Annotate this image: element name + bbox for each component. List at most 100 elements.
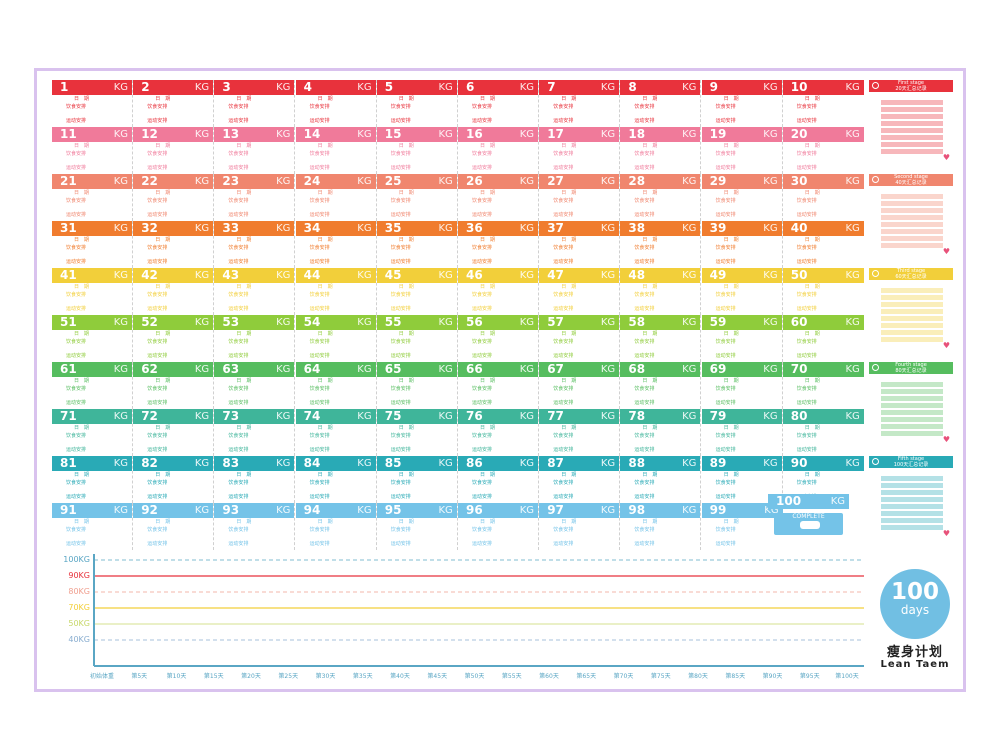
day-cell[interactable]: 25 KG 日 期饮食安排 运动安排 xyxy=(376,174,458,221)
day-cell[interactable]: 96 KG 日 期饮食安排 运动安排 xyxy=(458,503,539,550)
day-cell[interactable]: 67 KG 日 期饮食安排 运动安排 xyxy=(539,362,621,409)
day-cell[interactable]: 41 KG 日 期饮食安排 运动安排 xyxy=(52,268,133,315)
day-cell[interactable]: 70 KG 日 期饮食安排 运动安排 xyxy=(782,362,864,409)
day-cell[interactable]: 97 KG 日 期饮食安排 运动安排 xyxy=(539,503,621,550)
day-cell[interactable]: 1 KG 日 期饮食安排 运动安排 xyxy=(52,80,133,127)
day-cell[interactable]: 32 KG 日 期饮食安排 运动安排 xyxy=(133,221,215,268)
day-cell[interactable]: 26 KG 日 期饮食安排 运动安排 xyxy=(458,174,539,221)
day-cell[interactable]: 98 KG 日 期饮食安排 运动安排 xyxy=(620,503,702,550)
day-cell[interactable]: 30 KG 日 期饮食安排 运动安排 xyxy=(782,174,864,221)
day-cell[interactable]: 71 KG 日 期饮食安排 运动安排 xyxy=(52,409,133,456)
day-cell[interactable]: 21 KG 日 期饮食安排 运动安排 xyxy=(52,174,133,221)
day-cell[interactable]: 15 KG 日 期饮食安排 运动安排 xyxy=(376,127,458,174)
day-cell[interactable]: 19 KG 日 期饮食安排 运动安排 xyxy=(701,127,783,174)
day-cell[interactable]: 93 KG 日 期饮食安排 运动安排 xyxy=(214,503,296,550)
day-cell[interactable]: 65 KG 日 期饮食安排 运动安排 xyxy=(376,362,458,409)
day-cell[interactable]: 17 KG 日 期饮食安排 运动安排 xyxy=(539,127,621,174)
day-cell[interactable]: 78 KG 日 期饮食安排 运动安排 xyxy=(620,409,702,456)
day-cell[interactable]: 89 KG 日 期饮食安排 运动安排 xyxy=(701,456,783,503)
weight-chart: 100KG 90KG 80KG 70KG 50KG 40KG 初始体重 第5天 第10天 第15天… xyxy=(52,554,864,684)
day-cell[interactable]: 50 KG 日 期饮食安排 运动安排 xyxy=(782,268,864,315)
day-cell[interactable]: 43 KG 日 期饮食安排 运动安排 xyxy=(214,268,296,315)
day-cell[interactable]: 13 KG 日 期饮食安排 运动安排 xyxy=(214,127,296,174)
day-cell[interactable]: 83 KG 日 期饮食安排 运动安排 xyxy=(214,456,296,503)
day-cell[interactable]: 3 KG 日 期饮食安排 运动安排 xyxy=(214,80,296,127)
day-cell[interactable]: 20 KG 日 期饮食安排 运动安排 xyxy=(782,127,864,174)
day-cell[interactable]: 28 KG 日 期饮食安排 运动安排 xyxy=(620,174,702,221)
day-cell[interactable]: 92 KG 日 期饮食安排 运动安排 xyxy=(133,503,215,550)
day-cell[interactable]: 54 KG 日 期饮食安排 运动安排 xyxy=(295,315,377,362)
complete-input[interactable] xyxy=(800,521,820,529)
day-cell[interactable]: 4 KG 日 期饮食安排 运动安排 xyxy=(295,80,377,127)
day-cell[interactable]: 62 KG 日 期饮食安排 运动安排 xyxy=(133,362,215,409)
day-cell[interactable]: 14 KG 日 期饮食安排 运动安排 xyxy=(295,127,377,174)
day-cell[interactable]: 66 KG 日 期饮食安排 运动安排 xyxy=(458,362,539,409)
day-cell[interactable]: 69 KG 日 期饮食安排 运动安排 xyxy=(701,362,783,409)
day-cell[interactable]: 48 KG 日 期饮食安排 运动安排 xyxy=(620,268,702,315)
day-cell[interactable]: 84 KG 日 期饮食安排 运动安排 xyxy=(295,456,377,503)
day-cell[interactable]: 95 KG 日 期饮食安排 运动安排 xyxy=(376,503,458,550)
day-cell[interactable]: 61 KG 日 期饮食安排 运动安排 xyxy=(52,362,133,409)
day-cell[interactable]: 22 KG 日 期饮食安排 运动安排 xyxy=(133,174,215,221)
day-cell[interactable]: 44 KG 日 期饮食安排 运动安排 xyxy=(295,268,377,315)
day-cell[interactable]: 40 KG 日 期饮食安排 运动安排 xyxy=(782,221,864,268)
day-cell[interactable]: 23 KG 日 期饮食安排 运动安排 xyxy=(214,174,296,221)
day-cell[interactable]: 87 KG 日 期饮食安排 运动安排 xyxy=(539,456,621,503)
day-cell[interactable]: 86 KG 日 期饮食安排 运动安排 xyxy=(458,456,539,503)
day-cell[interactable]: 76 KG 日 期饮食安排 运动安排 xyxy=(458,409,539,456)
day-cell[interactable]: 59 KG 日 期饮食安排 运动安排 xyxy=(701,315,783,362)
day-cell[interactable]: 81 KG 日 期饮食安排 运动安排 xyxy=(52,456,133,503)
day-cell[interactable]: 51 KG 日 期饮食安排 运动安排 xyxy=(52,315,133,362)
day-cell[interactable]: 68 KG 日 期饮食安排 运动安排 xyxy=(620,362,702,409)
day-cell[interactable]: 80 KG 日 期饮食安排 运动安排 xyxy=(782,409,864,456)
day-cell[interactable]: 46 KG 日 期饮食安排 运动安排 xyxy=(458,268,539,315)
day-cell[interactable]: 45 KG 日 期饮食安排 运动安排 xyxy=(376,268,458,315)
day-cell[interactable]: 55 KG 日 期饮食安排 运动安排 xyxy=(376,315,458,362)
day-cell[interactable]: 88 KG 日 期饮食安排 运动安排 xyxy=(620,456,702,503)
day-cell[interactable]: 56 KG 日 期饮食安排 运动安排 xyxy=(458,315,539,362)
day-cell[interactable]: 18 KG 日 期饮食安排 运动安排 xyxy=(620,127,702,174)
day-cell[interactable]: 85 KG 日 期饮食安排 运动安排 xyxy=(376,456,458,503)
day-cell[interactable]: 10 KG 日 期饮食安排 运动安排 xyxy=(782,80,864,127)
day-cell[interactable]: 82 KG 日 期饮食安排 运动安排 xyxy=(133,456,215,503)
day-cell[interactable]: 9 KG 日 期饮食安排 运动安排 xyxy=(701,80,783,127)
day-cell[interactable]: 27 KG 日 期饮食安排 运动安排 xyxy=(539,174,621,221)
day-cell[interactable]: 72 KG 日 期饮食安排 运动安排 xyxy=(133,409,215,456)
day-cell[interactable]: 6 KG 日 期饮食安排 运动安排 xyxy=(458,80,539,127)
day-cell[interactable]: 73 KG 日 期饮食安排 运动安排 xyxy=(214,409,296,456)
day-cell[interactable]: 42 KG 日 期饮食安排 运动安排 xyxy=(133,268,215,315)
day-cell[interactable]: 58 KG 日 期饮食安排 运动安排 xyxy=(620,315,702,362)
day-cell[interactable]: 7 KG 日 期饮食安排 运动安排 xyxy=(539,80,621,127)
day-cell[interactable]: 49 KG 日 期饮食安排 运动安排 xyxy=(701,268,783,315)
day-cell[interactable]: 60 KG 日 期饮食安排 运动安排 xyxy=(782,315,864,362)
day-cell[interactable]: 47 KG 日 期饮食安排 运动安排 xyxy=(539,268,621,315)
day-cell[interactable]: 53 KG 日 期饮食安排 运动安排 xyxy=(214,315,296,362)
day-cell[interactable]: 74 KG 日 期饮食安排 运动安排 xyxy=(295,409,377,456)
day-cell[interactable]: 64 KG 日 期饮食安排 运动安排 xyxy=(295,362,377,409)
day-cell[interactable]: 33 KG 日 期饮食安排 运动安排 xyxy=(214,221,296,268)
day-cell[interactable]: 38 KG 日 期饮食安排 运动安排 xyxy=(620,221,702,268)
day-cell[interactable]: 24 KG 日 期饮食安排 运动安排 xyxy=(295,174,377,221)
day-cell[interactable]: 29 KG 日 期饮食安排 运动安排 xyxy=(701,174,783,221)
day-cell[interactable]: 37 KG 日 期饮食安排 运动安排 xyxy=(539,221,621,268)
day-cell[interactable]: 8 KG 日 期饮食安排 运动安排 xyxy=(620,80,702,127)
day-cell[interactable]: 99 KG 日 期饮食安排 运动安排 xyxy=(701,503,783,550)
day-cell[interactable]: 94 KG 日 期饮食安排 运动安排 xyxy=(295,503,377,550)
day-cell[interactable]: 63 KG 日 期饮食安排 运动安排 xyxy=(214,362,296,409)
day-cell[interactable]: 5 KG 日 期饮食安排 运动安排 xyxy=(376,80,458,127)
day-cell[interactable]: 77 KG 日 期饮食安排 运动安排 xyxy=(539,409,621,456)
day-cell[interactable]: 91 KG 日 期饮食安排 运动安排 xyxy=(52,503,133,550)
day-cell[interactable]: 36 KG 日 期饮食安排 运动安排 xyxy=(458,221,539,268)
day-cell[interactable]: 16 KG 日 期饮食安排 运动安排 xyxy=(458,127,539,174)
day-cell[interactable]: 2 KG 日 期饮食安排 运动安排 xyxy=(133,80,215,127)
day-cell[interactable]: 34 KG 日 期饮食安排 运动安排 xyxy=(295,221,377,268)
day-cell[interactable]: 57 KG 日 期饮食安排 运动安排 xyxy=(539,315,621,362)
day-cell[interactable]: 75 KG 日 期饮食安排 运动安排 xyxy=(376,409,458,456)
day-cell[interactable]: 79 KG 日 期饮食安排 运动安排 xyxy=(701,409,783,456)
day-cell[interactable]: 11 KG 日 期饮食安排 运动安排 xyxy=(52,127,133,174)
day-cell[interactable]: 12 KG 日 期饮食安排 运动安排 xyxy=(133,127,215,174)
day-cell[interactable]: 35 KG 日 期饮食安排 运动安排 xyxy=(376,221,458,268)
day-cell[interactable]: 39 KG 日 期饮食安排 运动安排 xyxy=(701,221,783,268)
day-cell[interactable]: 52 KG 日 期饮食安排 运动安排 xyxy=(133,315,215,362)
day-cell[interactable]: 31 KG 日 期饮食安排 运动安排 xyxy=(52,221,133,268)
